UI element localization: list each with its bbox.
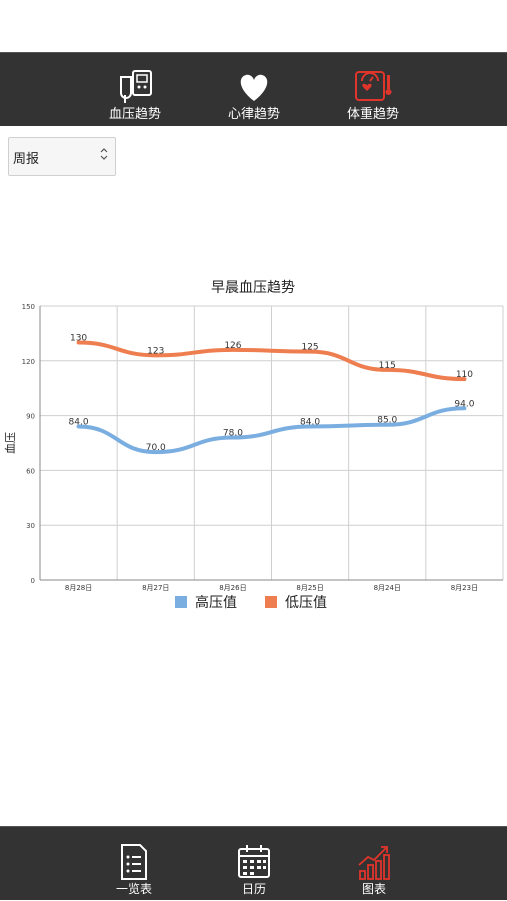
calendar-icon (238, 845, 270, 878)
list-icon (121, 844, 147, 880)
data-label: 70.0 (146, 443, 166, 453)
x-tick-label: 8月27日 (142, 584, 169, 592)
chart-title: 早晨血压趋势 (211, 280, 295, 296)
blood-pressure-monitor-icon (120, 70, 152, 103)
legend-swatch (175, 596, 187, 608)
data-label: 115 (379, 361, 396, 371)
x-tick-label: 8月23日 (451, 584, 478, 592)
tab-calendar[interactable]: 日历 (204, 827, 304, 901)
legend-label: 低压值 (285, 595, 327, 611)
weight-scale-icon (355, 71, 392, 101)
y-tick-label: 120 (22, 358, 35, 366)
data-label: 110 (456, 370, 473, 380)
data-label: 126 (224, 341, 241, 351)
nav-tab-heart-rate[interactable]: 心律趋势 (199, 53, 309, 127)
nav-tab-label: 血压趋势 (108, 107, 161, 122)
data-label: 130 (70, 334, 87, 344)
bp-trend-chart: 早晨血压趋势血压 0 30 60 90 120 150 8月28日 8月27日 8月26日 8月25… (0, 270, 507, 630)
data-label: 84.0 (69, 418, 89, 428)
tab-list[interactable]: 一览表 (84, 827, 184, 901)
status-bar-space (0, 0, 507, 52)
x-tick-label: 8月28日 (65, 584, 92, 592)
nav-tab-blood-pressure[interactable]: 血压趋势 (80, 53, 190, 127)
nav-tab-label: 体重趋势 (346, 107, 399, 122)
data-label: 123 (147, 346, 164, 356)
legend-swatch (265, 596, 277, 608)
data-label: 78.0 (223, 429, 243, 439)
chevron-up-down-icon (100, 148, 108, 160)
tab-label: 一览表 (115, 882, 152, 896)
trend-nav-bar: 血压趋势 心律趋势 体重趋势 (0, 52, 507, 126)
bottom-tab-bar: 一览表 日历 图表 (0, 826, 507, 900)
y-tick-label: 150 (22, 303, 35, 311)
series-line-low (76, 340, 467, 382)
x-tick-label: 8月26日 (219, 584, 246, 592)
legend-label: 高压值 (195, 594, 237, 611)
tab-label: 图表 (361, 882, 386, 896)
x-tick-label: 8月24日 (374, 584, 401, 592)
data-label: 125 (301, 343, 318, 353)
tab-label: 日历 (241, 882, 266, 896)
x-tick-label: 8月25日 (296, 584, 323, 592)
chart-icon (358, 846, 390, 880)
period-select[interactable]: 周报 (8, 137, 116, 176)
tab-chart[interactable]: 图表 (324, 827, 424, 901)
heart-icon (240, 74, 268, 101)
y-tick-label: 0 (31, 577, 35, 585)
data-label: 94.0 (454, 399, 474, 409)
series-line-high (76, 406, 467, 455)
nav-tab-weight[interactable]: 体重趋势 (318, 53, 428, 127)
period-select-value: 周报 (13, 152, 40, 167)
nav-tab-label: 心律趋势 (227, 107, 280, 122)
data-label: 85.0 (377, 416, 397, 426)
y-tick-label: 60 (26, 467, 35, 475)
y-tick-label: 30 (26, 522, 35, 530)
y-axis-label: 血压 (3, 432, 17, 454)
y-tick-label: 90 (26, 413, 35, 421)
data-label: 84.0 (300, 418, 320, 428)
